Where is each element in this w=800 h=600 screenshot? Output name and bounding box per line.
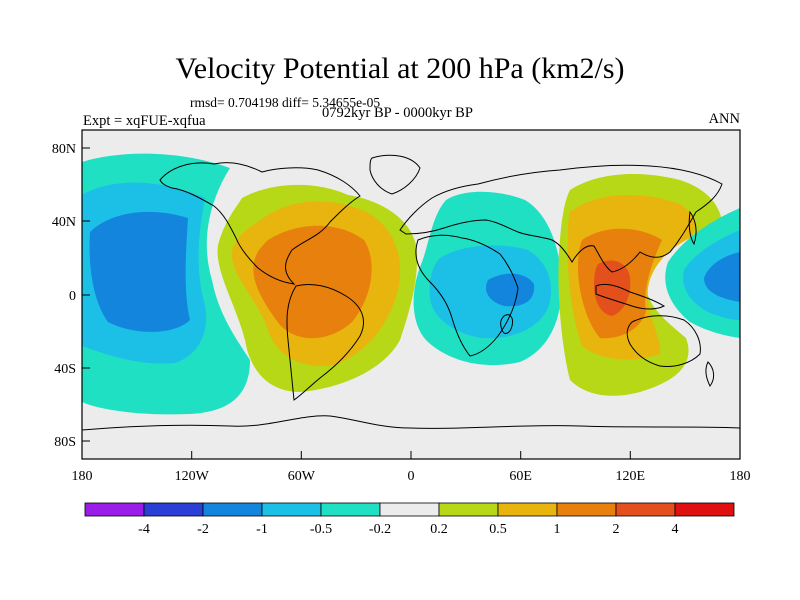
coast-japan [688,210,697,246]
colorbar-box [379,502,440,517]
colorbar-box [438,502,499,517]
colorbar-box [615,502,676,517]
colorbar-box [261,502,322,517]
coast-madagascar [500,314,513,334]
coastlines [82,154,740,431]
lat-label-40n: 40N [52,215,76,230]
colorbar-label: -1 [256,522,268,537]
stats-line: rmsd= 0.704198 diff= 5.34655e-05 [190,95,381,110]
map-title: Velocity Potential at 200 hPa (km2/s) [175,52,625,85]
colorbar-label: 0.5 [489,522,507,537]
colorbar-label: 0.2 [430,522,448,537]
lat-label-0: 0 [69,289,76,304]
lon-label-60w: 60W [288,469,316,484]
africa-negative-inner [485,273,535,307]
lat-label-40s: 40S [54,362,76,377]
axis-ticks [81,147,741,459]
colorbar-label: -4 [138,522,150,537]
lon-label-60e: 60E [509,469,532,484]
colorbar-box [143,502,204,517]
colorbar-label: -2 [197,522,209,537]
lat-label-80s: 80S [54,435,76,450]
colorbar-label: -0.5 [310,522,332,537]
lon-label-0: 0 [408,469,415,484]
colorbar-box [84,502,145,517]
lat-label-80n: 80N [52,142,76,157]
experiment-label: Expt = xqFUE-xqfua [83,113,206,129]
coast-africa [415,234,519,357]
colorbar-box [497,502,558,517]
lon-label-120w: 120W [175,469,210,484]
coast-antarctica [82,415,740,431]
colorbar: -4 -2 -1 -0.5 -0.2 0.2 0.5 1 2 4 [84,502,735,537]
colorbar-box [556,502,617,517]
lon-label-120e: 120E [616,469,646,484]
colorbar-boxes [84,502,735,517]
lon-label-180w: 180 [72,469,93,484]
colorbar-label: 4 [672,522,679,537]
westpac-negative-inner [704,252,740,302]
colorbar-box [320,502,381,517]
lon-label-180e: 180 [730,469,751,484]
coast-maritime-continent [595,283,666,310]
pacific-negative-inner [89,211,190,332]
axis-labels: 80N 40N 0 40S 80S 180 120W 60W 0 60E 120… [52,142,751,484]
colorbar-box [202,502,263,517]
coast-south-america [286,283,364,401]
colorbar-label: -0.2 [369,522,391,537]
colorbar-box [674,502,735,517]
season-label: ANN [708,111,740,127]
coast-australia [626,315,701,367]
colorbar-label: 2 [613,522,620,537]
coast-greenland [369,154,421,195]
atlantic-positive-inner [253,225,372,339]
coast-new-zealand [705,361,715,387]
colorbar-labels: -4 -2 -1 -0.5 -0.2 0.2 0.5 1 2 4 [138,522,678,537]
coast-north-america [159,162,361,285]
coast-eurasia [399,164,723,273]
contour-fills [82,153,740,415]
period-label: 0792kyr BP - 0000kyr BP [322,105,473,121]
colorbar-label: 1 [554,522,561,537]
map-panel: 80N 40N 0 40S 80S 180 120W 60W 0 60E 120… [52,129,751,484]
